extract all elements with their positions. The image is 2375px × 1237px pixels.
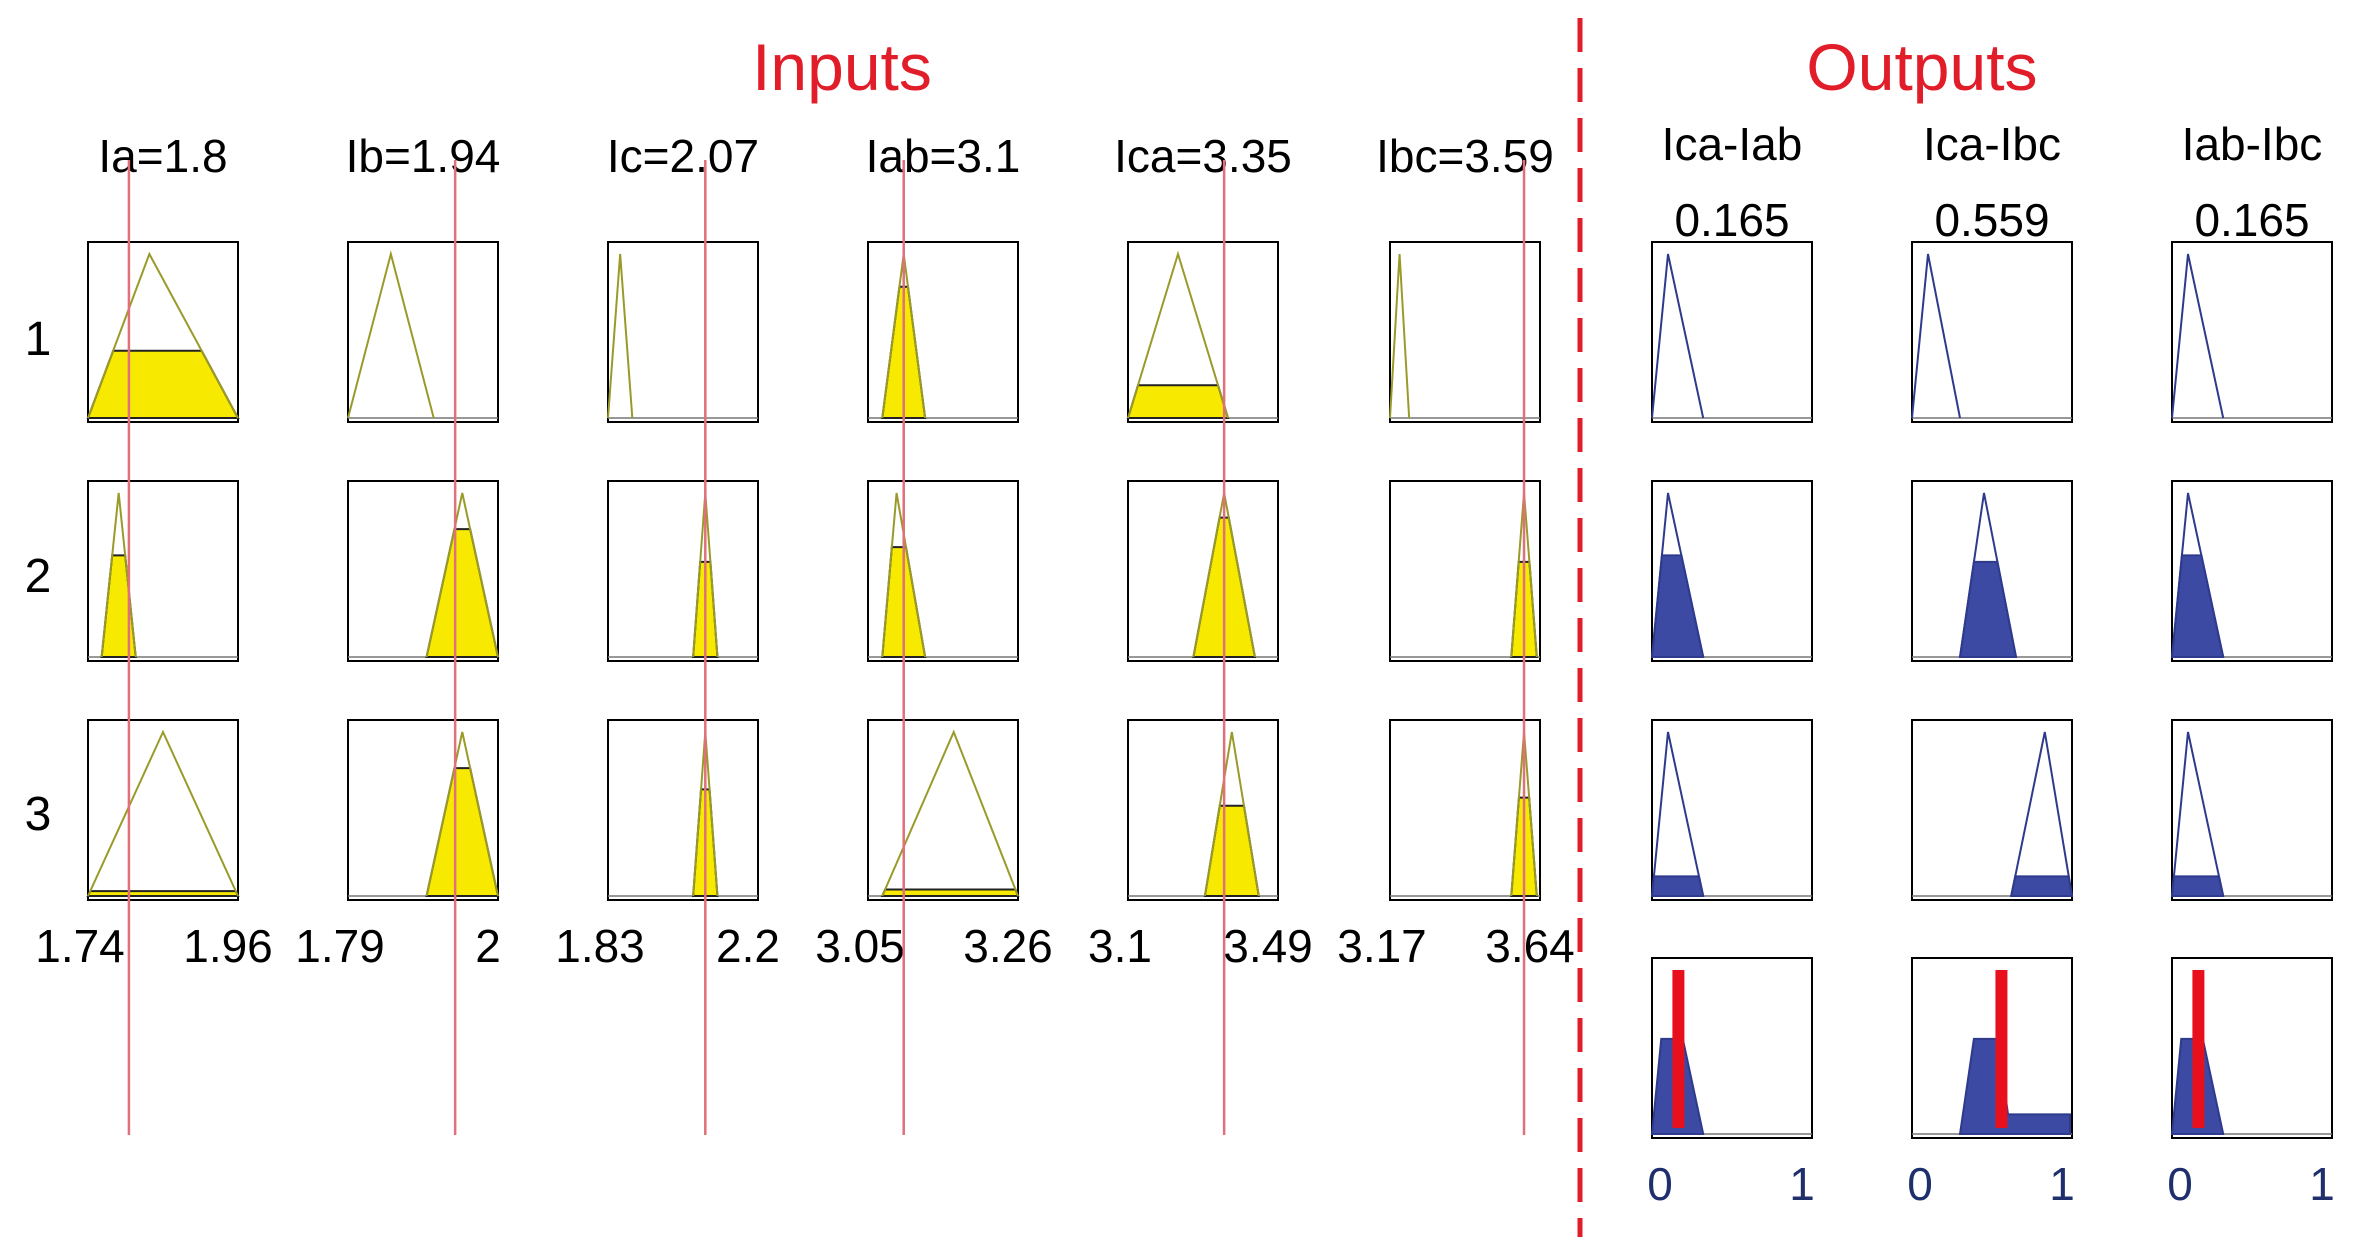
input-mf-box <box>607 719 759 901</box>
output-range-max: 1 <box>1789 1158 1815 1210</box>
rule-label-2: 2 <box>25 550 52 603</box>
output-defuzz-marker <box>2192 970 2205 1128</box>
output-mf-box <box>1651 241 1813 423</box>
input-label: Ibc=3.59 <box>1376 130 1554 182</box>
output-range-max: 1 <box>2309 1158 2335 1210</box>
input-range-max: 2.2 <box>716 920 780 972</box>
input-column-2: Ib=1.94 1.79 2 <box>295 130 501 1135</box>
input-mf-triangle <box>347 250 435 419</box>
input-mf-firing-area <box>1126 384 1230 419</box>
input-label: Ica=3.35 <box>1114 130 1292 182</box>
output-range-min: 0 <box>1647 1158 1673 1210</box>
output-mf-firing-area <box>2009 875 2074 897</box>
output-defuzz-marker <box>1995 970 2008 1128</box>
input-range-max: 1.96 <box>183 920 273 972</box>
output-value: 0.165 <box>2194 194 2309 246</box>
output-column-1: Ica-Iab 0.165 0 1 <box>1647 118 1815 1210</box>
output-name: Ica-Ibc <box>1923 118 2061 170</box>
output-mf-triangle <box>2010 731 2073 897</box>
output-range-max: 1 <box>2049 1158 2075 1210</box>
output-value: 0.165 <box>1674 194 1789 246</box>
output-column-3: Iab-Ibc 0.165 0 1 <box>2167 118 2335 1210</box>
input-range-min: 1.83 <box>555 920 645 972</box>
output-mf-firing-area <box>1650 875 1705 897</box>
rule-label-3: 3 <box>25 788 52 841</box>
input-mf-triangle <box>87 251 239 419</box>
input-label: Ic=2.07 <box>607 130 759 182</box>
input-mf-box <box>1389 241 1541 423</box>
input-mf-triangle <box>881 492 927 658</box>
input-column-3: Ic=2.07 1.83 2.2 <box>555 130 780 1135</box>
input-range-min: 3.05 <box>815 920 905 972</box>
input-mf-firing-area <box>86 890 240 897</box>
output-name: Iab-Ibc <box>2182 118 2323 170</box>
output-mf-triangle <box>2171 253 2225 419</box>
output-mf-box <box>2171 719 2333 901</box>
output-mf-triangle <box>2171 731 2225 897</box>
inputs-header: Inputs <box>752 30 932 104</box>
input-column-5: Ica=3.35 3.1 3.49 <box>1088 130 1313 1135</box>
input-column-6: Ibc=3.59 3.17 3.64 <box>1337 130 1575 1135</box>
input-column-4: Iab=3.1 3.05 3.26 <box>815 130 1053 1135</box>
output-mf-box <box>1651 719 1813 901</box>
input-range-max: 3.26 <box>963 920 1053 972</box>
input-mf-box <box>347 241 499 423</box>
rule-label-1: 1 <box>25 313 52 366</box>
input-mf-triangle <box>87 729 239 897</box>
input-mf-triangle <box>1389 253 1411 419</box>
output-aggregate-area <box>1958 1037 2071 1135</box>
input-label: Iab=3.1 <box>866 130 1021 182</box>
input-range-min: 1.74 <box>35 920 125 972</box>
input-range-min: 3.1 <box>1088 920 1152 972</box>
output-range-min: 0 <box>2167 1158 2193 1210</box>
input-label: Ia=1.8 <box>98 130 227 182</box>
output-mf-box <box>1911 241 2073 423</box>
input-mf-triangle <box>425 492 499 658</box>
output-mf-firing-area <box>2170 875 2225 897</box>
output-mf-triangle <box>2171 492 2225 658</box>
outputs-header: Outputs <box>1806 30 2037 104</box>
input-mf-triangle <box>881 729 1019 897</box>
input-label: Ib=1.94 <box>346 130 501 182</box>
input-range-max: 3.64 <box>1485 920 1575 972</box>
output-defuzz-marker <box>1672 970 1685 1128</box>
input-mf-box <box>87 719 239 901</box>
output-range-min: 0 <box>1907 1158 1933 1210</box>
outputs-grid: Ica-Iab 0.165 0 1 Ica-Ibc 0.559 0 1 Iab-Ibc 0.165… <box>1647 118 2335 1210</box>
input-mf-triangle <box>425 731 499 897</box>
output-mf-triangle <box>1651 253 1705 419</box>
input-mf-triangle <box>1127 250 1229 419</box>
output-mf-triangle <box>1911 253 1961 419</box>
inputs-grid: Ia=1.8 1.74 1.96 Ib=1.94 1.79 2 Ic=2.07 1.83 2.2… <box>35 130 1575 1135</box>
input-mf-triangle <box>607 253 634 419</box>
input-range-max: 3.49 <box>1223 920 1313 972</box>
output-mf-box <box>1911 719 2073 901</box>
output-mf-triangle <box>1959 492 2017 658</box>
output-value: 0.559 <box>1934 194 2049 246</box>
input-column-1: Ia=1.8 1.74 1.96 <box>35 130 273 1135</box>
output-mf-triangle <box>1651 492 1705 658</box>
input-mf-box <box>607 480 759 662</box>
input-mf-box <box>87 480 239 662</box>
input-mf-box <box>867 719 1019 901</box>
output-name: Ica-Iab <box>1662 118 1803 170</box>
input-mf-box <box>607 241 759 423</box>
output-mf-triangle <box>1651 731 1705 897</box>
input-mf-triangle <box>1203 731 1260 897</box>
input-range-min: 1.79 <box>295 920 385 972</box>
output-column-2: Ica-Ibc 0.559 0 1 <box>1907 118 2075 1210</box>
output-mf-box <box>2171 241 2333 423</box>
input-range-max: 2 <box>475 920 501 972</box>
input-range-min: 3.17 <box>1337 920 1427 972</box>
